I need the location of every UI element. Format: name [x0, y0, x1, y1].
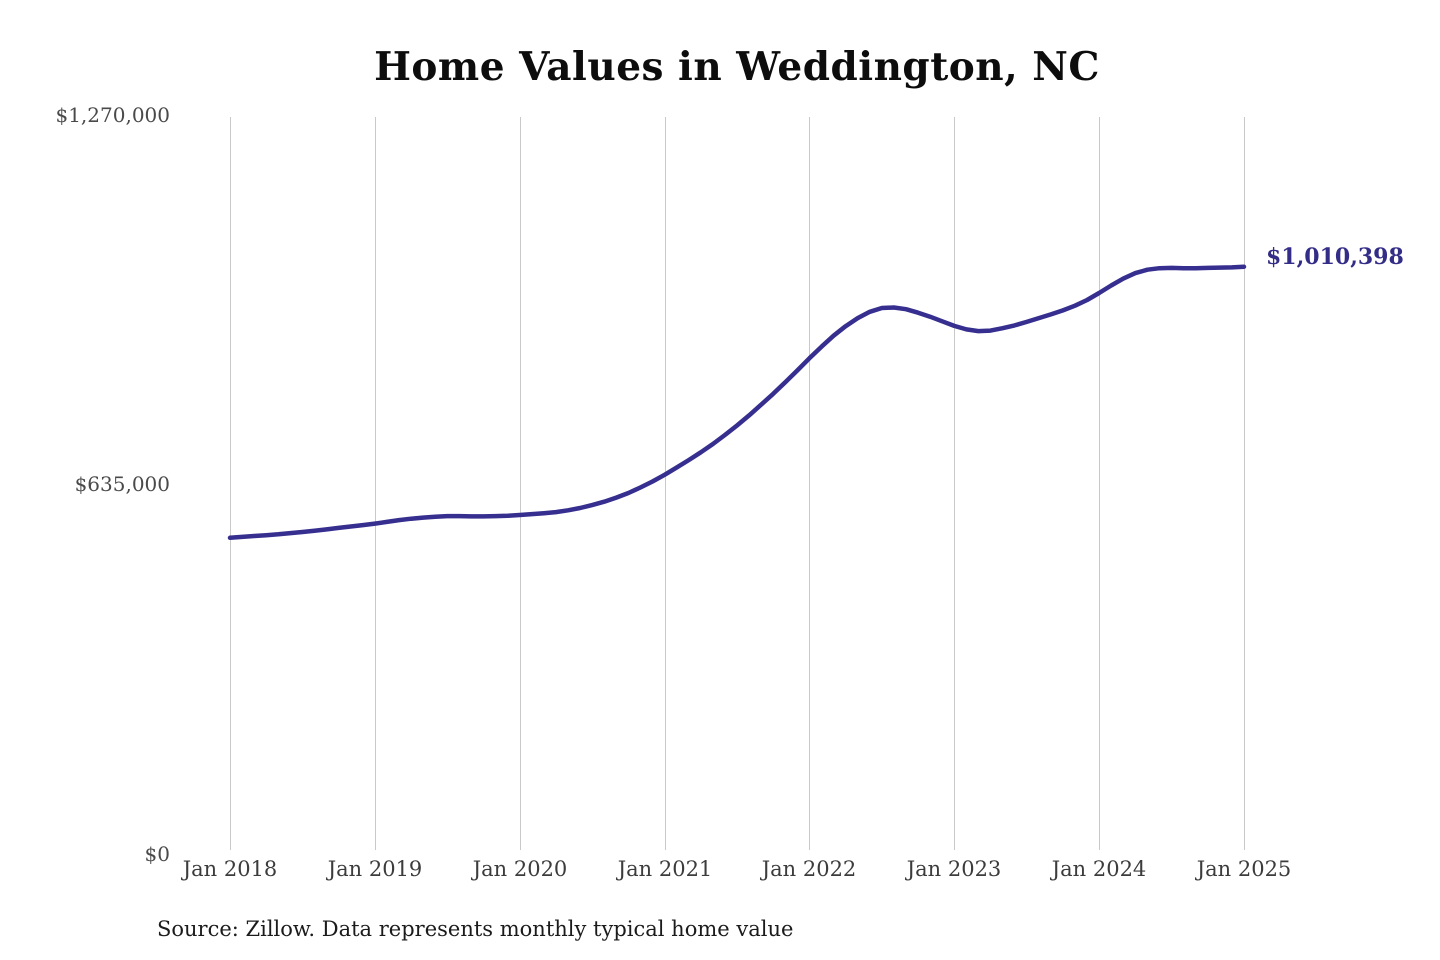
y-axis-label-max: $1,270,000 — [55, 103, 170, 127]
gridline-jan-2020 — [520, 117, 521, 850]
gridline-jan-2021 — [665, 117, 666, 850]
x-axis-label: Jan 2020 — [472, 857, 568, 881]
y-axis-label-zero: $0 — [144, 842, 170, 866]
x-axis-label: Jan 2024 — [1051, 857, 1147, 881]
chart-title: Home Values in Weddington, NC — [374, 44, 1100, 90]
y-axis-label-mid: $635,000 — [74, 472, 170, 496]
source-note: Source: Zillow. Data represents monthly … — [157, 917, 794, 941]
gridline-jan-2018 — [230, 117, 231, 850]
x-axis-label: Jan 2022 — [761, 857, 857, 881]
x-axis-label: Jan 2021 — [617, 857, 713, 881]
x-axis-label: Jan 2018 — [182, 857, 278, 881]
latest-value-label: $1,010,398 — [1266, 244, 1404, 270]
x-axis-label: Jan 2025 — [1196, 857, 1292, 881]
gridline-jan-2019 — [375, 117, 376, 850]
gridline-jan-2025 — [1244, 117, 1245, 850]
x-axis-label: Jan 2023 — [906, 857, 1002, 881]
gridline-jan-2024 — [1099, 117, 1100, 850]
gridline-jan-2023 — [954, 117, 955, 850]
x-axis-label: Jan 2019 — [327, 857, 423, 881]
gridline-jan-2022 — [809, 117, 810, 850]
